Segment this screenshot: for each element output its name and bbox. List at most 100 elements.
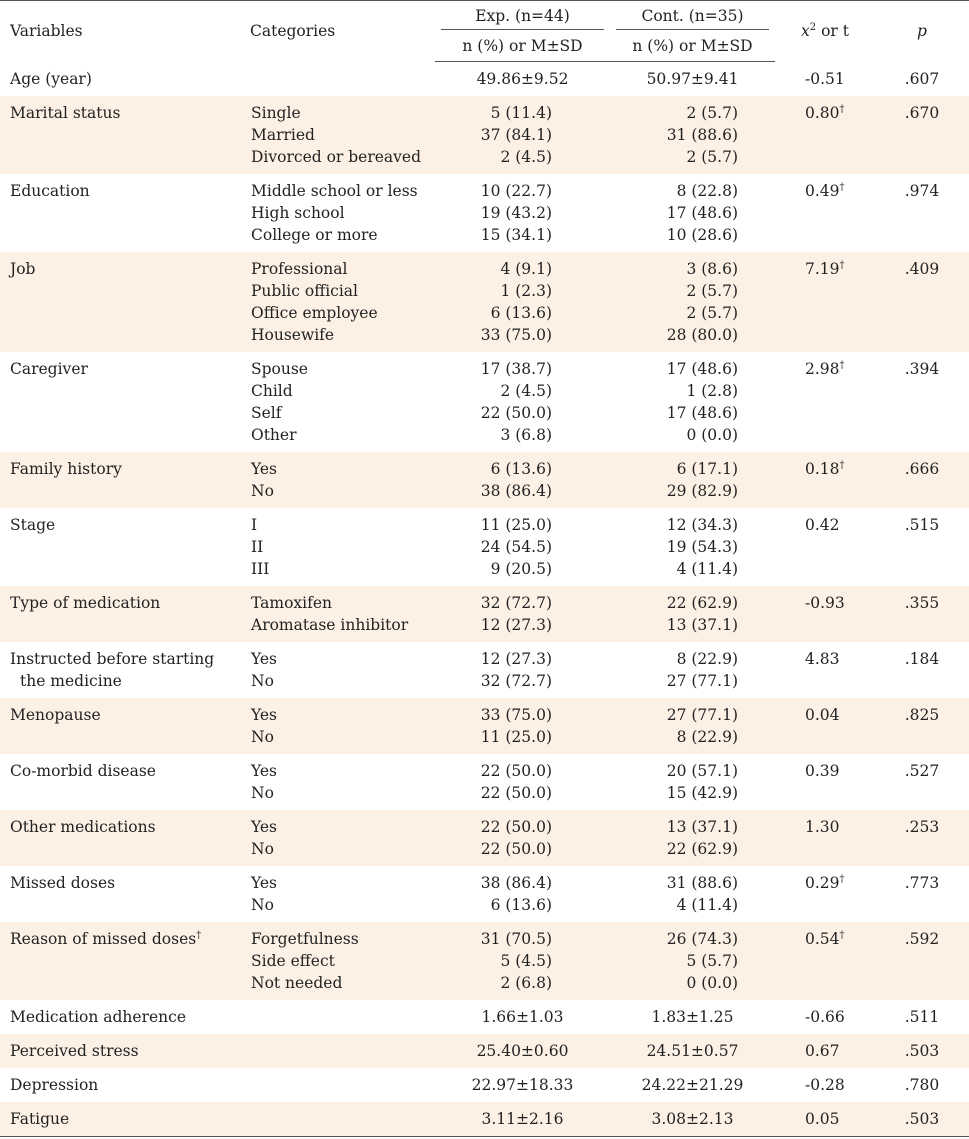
category-label: Professional bbox=[251, 260, 348, 278]
statistic-value: -0.28 bbox=[805, 1076, 845, 1094]
category-label: Other bbox=[251, 426, 297, 444]
category-label: Side effect bbox=[251, 952, 335, 970]
statistic-cell: 0.54† bbox=[775, 922, 875, 1000]
category-cell: Yes No bbox=[240, 866, 435, 922]
variable-cell: Instructed before starting the medicine bbox=[0, 642, 240, 698]
p-value: .607 bbox=[904, 69, 940, 88]
exp-value: 22 (50.0) bbox=[480, 784, 552, 802]
table-row: Menopause Yes No 33 (75.0) 11 (25.0) 27 (77.1… bbox=[0, 698, 969, 754]
exp-value: 49.86±9.52 bbox=[476, 70, 569, 88]
category-label: II bbox=[251, 538, 264, 556]
category-label: Office employee bbox=[251, 304, 378, 322]
p-value: .592 bbox=[904, 930, 940, 948]
variable-label: Fatigue bbox=[10, 1110, 70, 1128]
variable-label: Menopause bbox=[10, 706, 101, 724]
statistic-value: 0.29 bbox=[805, 874, 840, 892]
exp-value: 22 (50.0) bbox=[480, 840, 552, 858]
table-row: Education Middle school or less High schoo… bbox=[0, 174, 969, 252]
category-label: Not needed bbox=[251, 974, 343, 992]
cont-value: 31 (88.6) bbox=[666, 874, 738, 892]
statistic-cell: 0.04 bbox=[775, 698, 875, 754]
category-cell: Middle school or less High school College … bbox=[240, 174, 435, 252]
category-cell bbox=[240, 1000, 435, 1034]
variable-label: Perceived stress bbox=[10, 1042, 139, 1060]
category-cell: Yes No bbox=[240, 452, 435, 508]
header-p-label: p bbox=[917, 22, 927, 41]
table-row: Age (year) 49.86±9.52 50.97±9.41 -0.51 .607 bbox=[0, 62, 969, 97]
p-value: .253 bbox=[904, 818, 940, 836]
exp-value-cell: 5 (11.4) 37 (84.1) 2 (4.5) bbox=[435, 96, 610, 174]
category-label: Housewife bbox=[251, 326, 335, 344]
cont-value-cell: 24.51±0.57 bbox=[610, 1034, 775, 1068]
table-row: Instructed before starting the medicine Ye… bbox=[0, 642, 969, 698]
cont-value: 3.08±2.13 bbox=[651, 1110, 734, 1128]
statistic-value: 0.04 bbox=[805, 706, 840, 724]
p-value-cell: .607 bbox=[875, 62, 969, 97]
p-value: .825 bbox=[904, 706, 940, 724]
p-value-cell: .974 bbox=[875, 174, 969, 252]
p-value-cell: .666 bbox=[875, 452, 969, 508]
category-cell: Yes No bbox=[240, 698, 435, 754]
statistic-cell: 7.19† bbox=[775, 252, 875, 352]
category-cell: I II III bbox=[240, 508, 435, 586]
exp-value: 4 (9.1) bbox=[500, 260, 552, 278]
statistic-cell: 0.67 bbox=[775, 1034, 875, 1068]
variable-cell: Reason of missed doses† bbox=[0, 922, 240, 1000]
statistic-cell: 2.98† bbox=[775, 352, 875, 452]
variable-cell: Missed doses bbox=[0, 866, 240, 922]
category-label: I bbox=[251, 516, 258, 534]
variable-cell: Type of medication bbox=[0, 586, 240, 642]
variable-cell: Co-morbid disease bbox=[0, 754, 240, 810]
cont-value: 8 (22.9) bbox=[676, 728, 738, 746]
cont-value: 6 (17.1) bbox=[676, 460, 738, 478]
p-value-cell: .503 bbox=[875, 1034, 969, 1068]
variable-label: Medication adherence bbox=[10, 1008, 187, 1026]
exp-value: 2 (4.5) bbox=[500, 382, 552, 400]
header-exp-group: Exp. (n=44) bbox=[435, 1, 610, 33]
variable-cell: Education bbox=[0, 174, 240, 252]
exp-value-cell: 12 (27.3) 32 (72.7) bbox=[435, 642, 610, 698]
cont-value-cell: 6 (17.1) 29 (82.9) bbox=[610, 452, 775, 508]
header-stat-x: x bbox=[801, 22, 810, 41]
exp-value: 11 (25.0) bbox=[480, 728, 552, 746]
category-label: III bbox=[251, 560, 270, 578]
statistic-cell: 0.80† bbox=[775, 96, 875, 174]
variable-cell: Marital status bbox=[0, 96, 240, 174]
cont-value: 26 (74.3) bbox=[666, 930, 738, 948]
cont-value-cell: 27 (77.1) 8 (22.9) bbox=[610, 698, 775, 754]
variable-label: Other medications bbox=[10, 818, 156, 836]
p-value: .503 bbox=[904, 1042, 940, 1060]
cont-value: 0 (0.0) bbox=[686, 974, 738, 992]
category-label: Self bbox=[251, 404, 282, 422]
cont-value: 0 (0.0) bbox=[686, 426, 738, 444]
cont-value: 20 (57.1) bbox=[666, 762, 738, 780]
variable-cell: Caregiver bbox=[0, 352, 240, 452]
header-cont-group: Cont. (n=35) bbox=[610, 1, 775, 33]
category-cell: Spouse Child Self Other bbox=[240, 352, 435, 452]
exp-value: 38 (86.4) bbox=[480, 874, 552, 892]
exp-value: 33 (75.0) bbox=[480, 326, 552, 344]
cont-value-cell: 3.08±2.13 bbox=[610, 1102, 775, 1137]
statistic-cell: 1.30 bbox=[775, 810, 875, 866]
exp-value: 22 (50.0) bbox=[480, 762, 552, 780]
statistic-value: 0.05 bbox=[805, 1110, 840, 1128]
exp-value: 19 (43.2) bbox=[480, 204, 552, 222]
table-row: Job Professional Public official Office emp… bbox=[0, 252, 969, 352]
table-body: Age (year) 49.86±9.52 50.97±9.41 -0.51 .607 M… bbox=[0, 62, 969, 1137]
header-p: p bbox=[875, 1, 969, 62]
exp-value: 1.66±1.03 bbox=[481, 1008, 564, 1026]
category-cell: Yes No bbox=[240, 754, 435, 810]
statistic-cell: 4.83 bbox=[775, 642, 875, 698]
statistic-cell: 0.18† bbox=[775, 452, 875, 508]
cont-value: 22 (62.9) bbox=[666, 594, 738, 612]
header-exp-sub: n (%) or M±SD bbox=[435, 32, 610, 62]
category-label: No bbox=[251, 672, 274, 690]
cont-value-cell: 12 (34.3) 19 (54.3) 4 (11.4) bbox=[610, 508, 775, 586]
cont-value: 27 (77.1) bbox=[666, 672, 738, 690]
p-value: .666 bbox=[904, 460, 940, 478]
variable-label: Caregiver bbox=[10, 360, 88, 378]
variable-cell: Job bbox=[0, 252, 240, 352]
cont-value: 2 (5.7) bbox=[686, 104, 738, 122]
